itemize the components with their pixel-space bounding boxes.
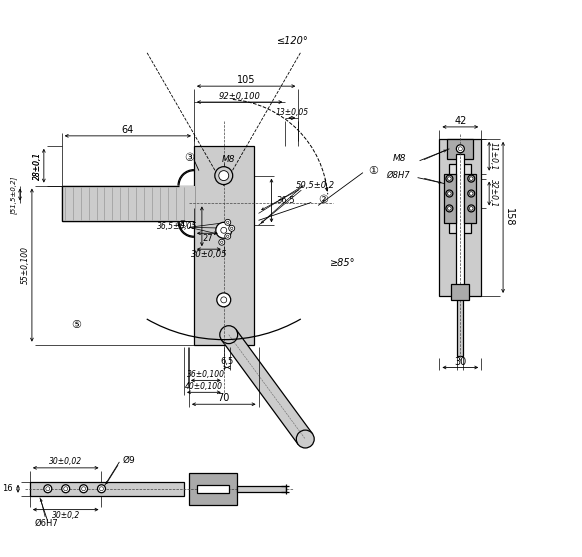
Polygon shape	[222, 329, 313, 444]
Text: 36,5: 36,5	[276, 196, 295, 205]
Circle shape	[62, 485, 70, 493]
Text: 42: 42	[454, 116, 467, 126]
Circle shape	[221, 241, 223, 243]
Bar	[449, 164, 471, 233]
Text: ≤120°: ≤120°	[278, 36, 309, 46]
Text: Ø8H7: Ø8H7	[386, 171, 410, 180]
Circle shape	[81, 487, 86, 491]
Circle shape	[216, 222, 232, 238]
Circle shape	[225, 233, 230, 240]
Text: ≥85°: ≥85°	[331, 258, 356, 268]
Bar	[197, 485, 229, 493]
Text: 30: 30	[454, 356, 466, 367]
Circle shape	[456, 145, 464, 153]
Text: 13±0,05: 13±0,05	[275, 108, 308, 116]
Circle shape	[470, 177, 473, 180]
Circle shape	[219, 170, 229, 180]
Text: 30±0,05: 30±0,05	[190, 250, 227, 258]
Circle shape	[468, 190, 475, 197]
Circle shape	[219, 240, 225, 245]
Circle shape	[470, 192, 473, 196]
Bar	[189, 473, 237, 505]
Circle shape	[46, 487, 50, 491]
Circle shape	[217, 293, 230, 307]
Bar	[456, 154, 464, 296]
Text: 158: 158	[504, 208, 514, 227]
Circle shape	[225, 219, 230, 226]
Bar	[439, 139, 481, 296]
Circle shape	[221, 297, 227, 303]
Text: 50,5±0,2: 50,5±0,2	[296, 181, 335, 190]
Circle shape	[220, 326, 237, 344]
Circle shape	[468, 175, 475, 182]
Bar	[464, 174, 476, 223]
Circle shape	[468, 205, 475, 212]
Circle shape	[229, 226, 235, 231]
Text: 64: 64	[122, 125, 134, 135]
Circle shape	[446, 205, 453, 212]
Text: ④: ④	[177, 221, 187, 231]
Circle shape	[226, 235, 229, 237]
Bar	[194, 146, 254, 345]
Text: 11±0,1: 11±0,1	[489, 142, 498, 170]
Circle shape	[98, 485, 105, 493]
Bar	[452, 284, 469, 300]
Text: Ø6H7: Ø6H7	[35, 519, 59, 528]
Text: 70: 70	[218, 393, 230, 403]
Text: [51,5±0,2]: [51,5±0,2]	[10, 175, 16, 214]
Circle shape	[470, 207, 473, 210]
Text: 30±0,02: 30±0,02	[49, 457, 82, 466]
Text: M8: M8	[393, 154, 406, 163]
Text: 6,5: 6,5	[221, 357, 233, 366]
Text: ①: ①	[368, 165, 378, 175]
Text: ⑤: ⑤	[72, 320, 81, 330]
Text: Ø9: Ø9	[123, 456, 136, 465]
Circle shape	[296, 430, 314, 448]
Text: M8: M8	[222, 155, 236, 164]
Bar	[62, 185, 194, 221]
Text: 16: 16	[2, 484, 13, 494]
Text: 27: 27	[202, 234, 212, 243]
Circle shape	[215, 167, 233, 184]
Text: 92±0,100: 92±0,100	[219, 91, 261, 101]
Text: 55±0,100: 55±0,100	[20, 246, 30, 284]
Circle shape	[63, 487, 68, 491]
Circle shape	[100, 487, 104, 491]
Text: 105: 105	[237, 75, 255, 85]
Circle shape	[230, 227, 233, 229]
Circle shape	[44, 485, 52, 493]
Text: 28±0,1: 28±0,1	[33, 152, 42, 180]
Text: ②: ②	[318, 196, 328, 206]
Circle shape	[459, 147, 462, 151]
Bar	[445, 174, 456, 223]
Bar	[30, 482, 184, 496]
Circle shape	[448, 207, 451, 210]
Bar	[457, 296, 463, 355]
Circle shape	[80, 485, 87, 493]
Circle shape	[446, 175, 453, 182]
Bar	[448, 139, 473, 159]
Circle shape	[448, 177, 451, 180]
Text: ③: ③	[184, 153, 194, 163]
Circle shape	[446, 190, 453, 197]
Text: 28±0,1: 28±0,1	[33, 152, 42, 180]
Circle shape	[221, 227, 227, 233]
Bar	[237, 486, 286, 492]
Text: 36,5±0,05: 36,5±0,05	[157, 222, 197, 231]
Text: 32±0,1: 32±0,1	[489, 179, 498, 208]
Circle shape	[448, 192, 451, 196]
Bar	[62, 185, 195, 221]
Text: 36±0,100: 36±0,100	[187, 370, 225, 379]
Text: 30±0,2: 30±0,2	[52, 511, 80, 520]
Circle shape	[226, 221, 229, 223]
Text: 40±0,100: 40±0,100	[185, 382, 223, 391]
